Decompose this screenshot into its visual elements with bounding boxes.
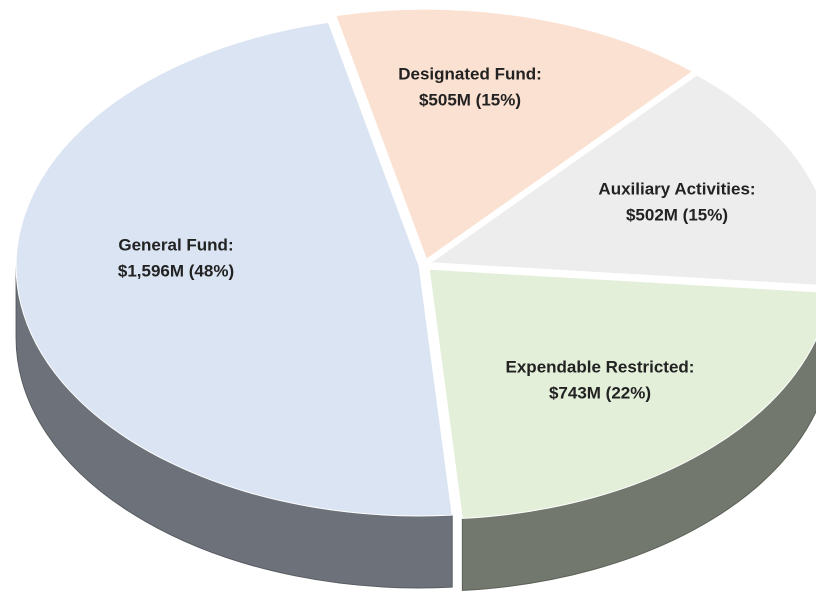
- value-label: $1,596M (48%): [118, 261, 234, 280]
- value-label: $743M (22%): [549, 383, 651, 402]
- slice-label: General Fund:: [118, 235, 233, 254]
- slice-label: Designated Fund:: [398, 64, 542, 83]
- slice: [428, 268, 816, 519]
- slice-label: Expendable Restricted:: [506, 357, 695, 376]
- value-label: $505M (15%): [419, 90, 521, 109]
- slice-label: Auxiliary Activities:: [598, 179, 755, 198]
- value-label: $502M (15%): [626, 205, 728, 224]
- slice: [15, 21, 453, 517]
- slice: [335, 8, 694, 260]
- slice: [429, 74, 816, 286]
